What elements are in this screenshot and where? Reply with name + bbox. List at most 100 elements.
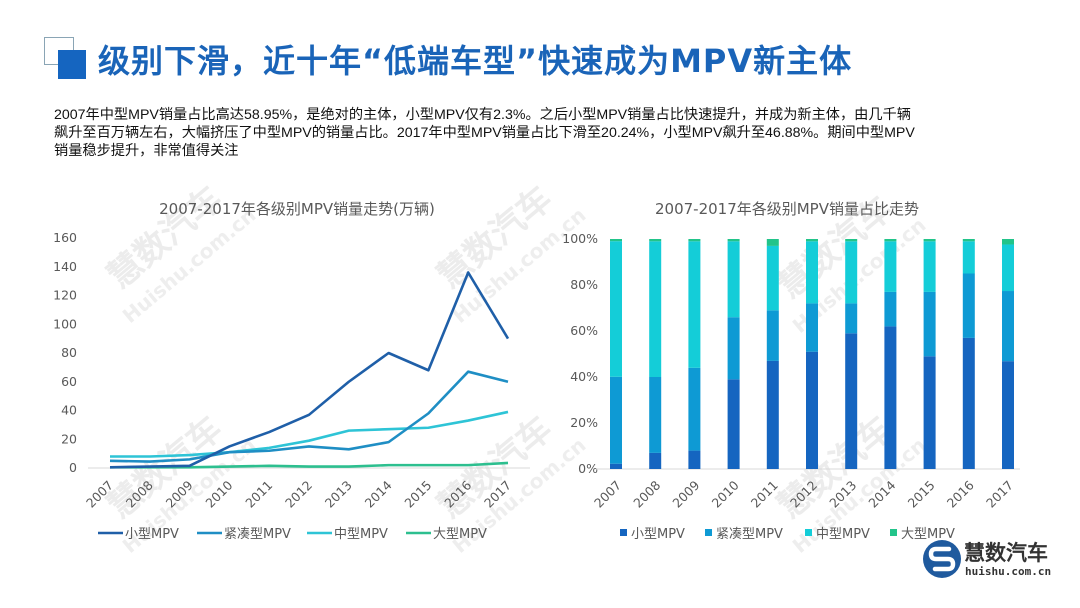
x-tick-label: 2017 <box>983 478 1016 511</box>
bar-segment <box>766 245 779 311</box>
bar-segment <box>766 239 779 246</box>
y-tick-label: 0% <box>578 461 598 476</box>
bar-segment <box>688 239 701 242</box>
bar-segment <box>1002 244 1014 292</box>
bar-segment <box>1002 239 1014 245</box>
legend-item: 小型MPV <box>98 527 179 542</box>
x-tick-label: 2016 <box>944 477 977 510</box>
bar-chart-bars <box>610 239 1014 469</box>
bar-segment <box>727 241 740 318</box>
brand-logo-url: huishu.com.cn <box>965 565 1052 578</box>
legend-square-swatch <box>890 529 897 536</box>
bar-segment <box>845 333 858 469</box>
legend-label: 小型MPV <box>125 527 179 542</box>
bar-segment <box>962 337 975 469</box>
bar-segment <box>884 291 897 327</box>
x-tick-label: 2014 <box>362 477 395 510</box>
y-tick-label: 40% <box>570 369 598 384</box>
bar-segment <box>649 241 662 377</box>
bar-segment <box>962 239 975 242</box>
brand-logo-name: 慧数汽车 <box>964 541 1048 565</box>
summary-text: 2007年中型MPV销量占比高达58.95%，是绝对的主体，小型MPV仅有2.3… <box>54 107 915 159</box>
bar-segment <box>610 376 622 464</box>
bar-chart-title: 2007-2017年各级别MPV销量占比走势 <box>655 200 919 218</box>
bar-segment <box>923 241 936 292</box>
bar-segment <box>884 326 897 469</box>
line-series <box>109 370 509 463</box>
bar-segment <box>962 273 975 338</box>
legend-item: 紧凑型MPV <box>197 527 291 542</box>
line-chart-y-axis: 0 20 40 60 80 100 120 140 160 <box>53 230 77 475</box>
y-tick-label: 80% <box>570 277 598 292</box>
bar-segment <box>727 379 740 469</box>
y-tick-label: 160 <box>53 230 77 245</box>
bar-segment <box>962 241 975 274</box>
x-tick-label: 2015 <box>905 478 938 511</box>
legend-square-swatch <box>705 529 712 536</box>
bar-stack <box>766 239 779 469</box>
y-tick-label: 100 <box>53 316 77 331</box>
y-tick-label: 100% <box>562 231 598 246</box>
y-tick-label: 120 <box>53 288 77 303</box>
bar-segment <box>923 356 936 469</box>
brand-logo: 慧数汽车 huishu.com.cn <box>922 537 1072 585</box>
legend-item: 大型MPV <box>890 527 955 542</box>
legend-item: 中型MPV <box>805 527 870 542</box>
x-tick-label: 2015 <box>401 478 434 511</box>
x-tick-label: 2013 <box>322 478 355 511</box>
legend-label: 中型MPV <box>334 527 388 542</box>
bar-segment <box>688 241 701 368</box>
legend-label: 大型MPV <box>901 527 955 542</box>
brand-logo-icon <box>923 540 961 578</box>
x-tick-label: 2007 <box>591 478 624 511</box>
legend-square-swatch <box>620 529 627 536</box>
legend-label: 小型MPV <box>631 527 685 542</box>
legend-square-swatch <box>805 529 812 536</box>
title-decoration <box>44 37 86 82</box>
legend-label: 紧凑型MPV <box>716 527 783 542</box>
bar-stack <box>806 239 818 469</box>
bar-segment <box>806 241 818 304</box>
bar-segment <box>923 239 936 242</box>
bar-stack <box>1002 239 1014 469</box>
bar-segment <box>649 452 662 469</box>
legend-label: 中型MPV <box>816 527 870 542</box>
x-tick-label: 2009 <box>669 477 702 510</box>
legend-item: 大型MPV <box>406 527 487 542</box>
bar-segment <box>923 291 936 357</box>
line-series <box>109 271 510 469</box>
bar-segment <box>1002 291 1014 362</box>
bar-segment <box>1002 361 1014 469</box>
bar-segment <box>845 241 858 304</box>
bar-chart-y-axis: 0% 20% 40% 60% 80% 100% <box>562 231 598 476</box>
bar-segment <box>884 241 897 292</box>
bar-segment <box>806 351 818 469</box>
bar-stack <box>727 239 740 469</box>
bar-segment <box>845 303 858 334</box>
bar-stack <box>884 239 897 469</box>
y-tick-label: 20 <box>61 431 77 446</box>
line-series <box>110 410 509 458</box>
bar-segment <box>610 239 622 242</box>
legend-item: 中型MPV <box>307 527 388 542</box>
bar-segment <box>766 360 779 469</box>
bar-segment <box>766 310 779 361</box>
bar-segment <box>649 377 662 453</box>
bar-segment <box>688 450 701 469</box>
bar-stack <box>962 239 975 469</box>
bar-stack <box>610 239 622 469</box>
line-chart-title: 2007-2017年各级别MPV销量走势(万辆) <box>159 200 435 218</box>
y-tick-label: 140 <box>53 259 77 274</box>
x-tick-label: 2010 <box>709 477 742 510</box>
y-tick-label: 0 <box>69 460 77 475</box>
y-tick-label: 20% <box>570 415 598 430</box>
bar-segment <box>649 239 662 242</box>
bar-segment <box>727 317 740 380</box>
page-title: 级别下滑，近十年“低端车型”快速成为MPV新主体 <box>98 42 853 80</box>
title-deco-filled-square <box>58 50 86 79</box>
x-tick-label: 2008 <box>630 477 663 510</box>
bar-stack <box>688 239 701 469</box>
legend-item: 紧凑型MPV <box>705 527 783 542</box>
bar-segment <box>806 303 818 352</box>
